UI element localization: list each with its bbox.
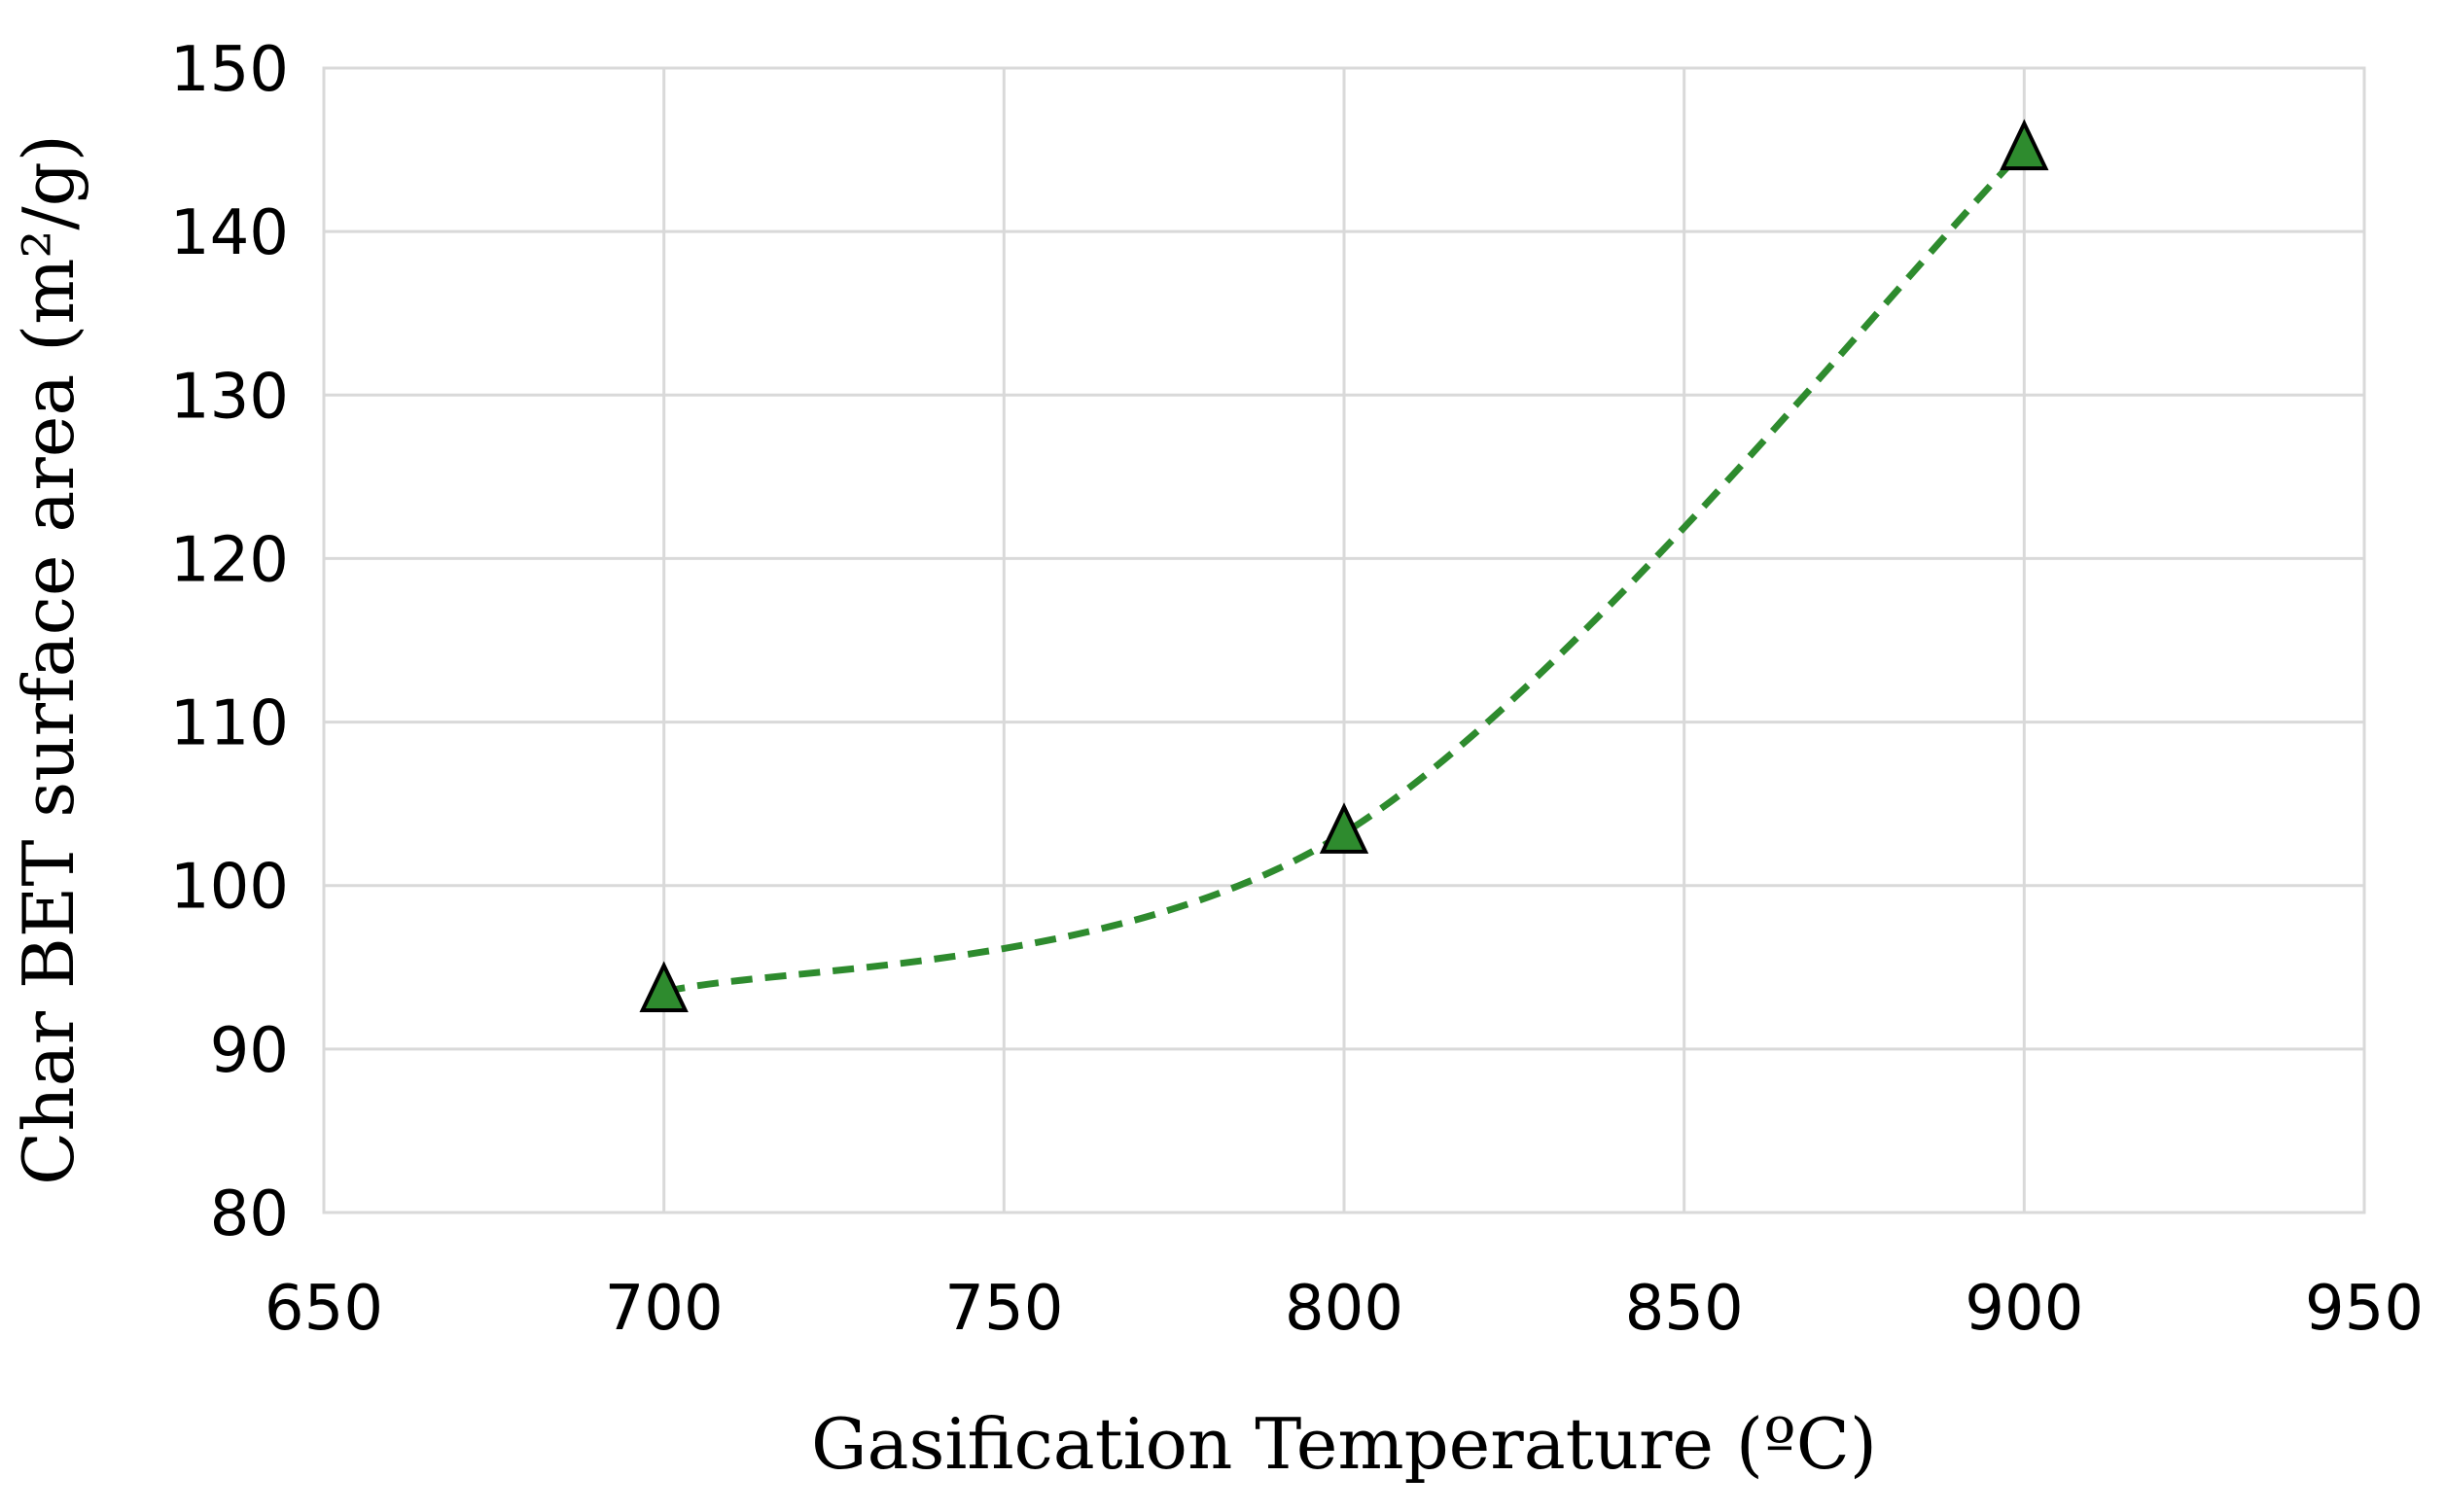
y-tick-label: 100	[170, 852, 289, 924]
data-markers	[639, 119, 2049, 1013]
data-point-marker	[1319, 802, 1369, 854]
x-axis-tick-labels: 650 700 750 800 850 900 950	[265, 1273, 2424, 1345]
x-tick-label: 900	[1965, 1273, 2083, 1345]
plot-area	[322, 66, 2366, 1214]
y-tick-label: 110	[170, 688, 289, 760]
x-tick-label: 650	[265, 1273, 383, 1345]
x-tick-label: 700	[605, 1273, 724, 1345]
y-tick-label: 130	[170, 361, 289, 433]
series-line	[662, 147, 2027, 996]
y-tick-label: 90	[210, 1015, 289, 1087]
x-tick-label: 850	[1625, 1273, 1744, 1345]
y-tick-label: 140	[170, 197, 289, 269]
y-axis-title: Char BET surface area (m²/g)	[8, 134, 89, 1185]
y-tick-label: 80	[210, 1178, 289, 1250]
data-point-marker	[639, 961, 689, 1013]
y-tick-label: 150	[170, 34, 289, 106]
x-tick-label: 800	[1285, 1273, 1403, 1345]
y-tick-label: 120	[170, 524, 289, 596]
y-axis-tick-labels: 80 90 100 110 120 130 140 150	[170, 34, 289, 1250]
x-tick-label: 950	[2305, 1273, 2424, 1345]
data-point-marker	[2000, 119, 2049, 171]
x-tick-label: 750	[944, 1273, 1063, 1345]
x-axis-title: Gasification Temperature (ºC)	[811, 1403, 1877, 1485]
